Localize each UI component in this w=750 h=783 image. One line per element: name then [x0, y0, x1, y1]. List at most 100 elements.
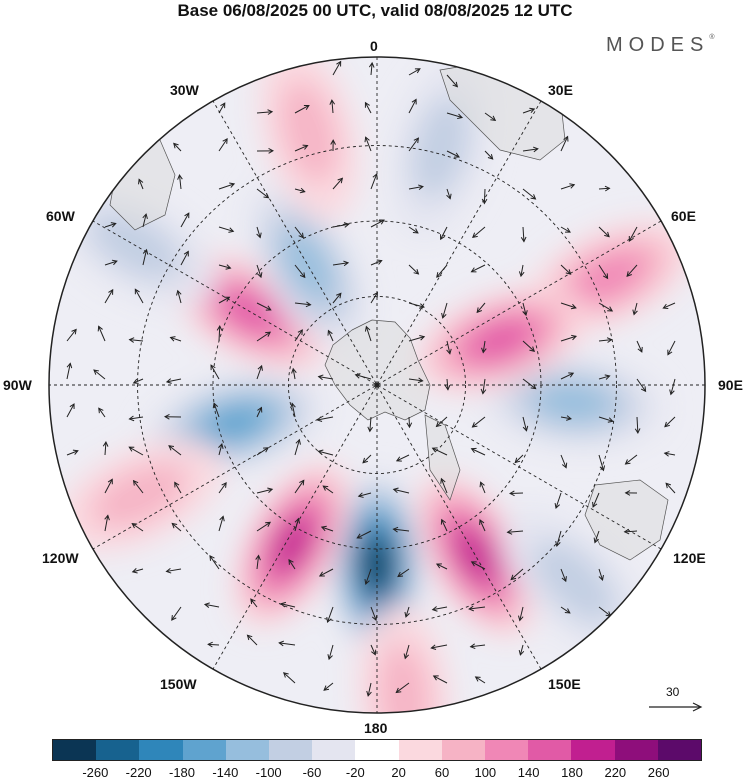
wind-arrow-99 — [667, 340, 676, 356]
wind-arrow-32 — [446, 188, 452, 200]
reference-vector-label: 30 — [666, 685, 680, 699]
wind-arrow-119 — [128, 415, 144, 422]
wind-arrow-94 — [481, 340, 487, 354]
latitude-circle-2 — [137, 145, 617, 625]
wind-arrow-43 — [332, 222, 350, 228]
wind-arrow-155 — [256, 487, 274, 494]
wind-arrow-175 — [392, 526, 410, 533]
landmass-2 — [584, 479, 669, 561]
lon-label-150e: 150E — [548, 676, 581, 692]
wind-arrow-48 — [520, 226, 527, 243]
wind-arrow-191 — [470, 561, 486, 570]
wind-arrow-143 — [395, 454, 410, 462]
reference-vector-arrow — [649, 702, 703, 712]
wind-arrow-146 — [514, 454, 524, 464]
wind-arrow-118 — [98, 407, 106, 418]
wind-arrow-91 — [364, 325, 372, 342]
wind-arrow-79 — [560, 302, 577, 310]
colorbar-tick-label: 140 — [517, 765, 540, 780]
wind-arrow-100 — [66, 362, 73, 380]
wind-arrow-62 — [470, 264, 486, 273]
wind-arrow-40 — [218, 226, 235, 233]
colorbar-tick-label: -220 — [125, 765, 152, 780]
lon-label-0: 0 — [370, 38, 378, 54]
wind-arrow-126 — [406, 416, 413, 429]
colorbar-swatch-5 — [269, 740, 313, 760]
wind-arrow-142 — [362, 454, 372, 464]
wind-arrow-187 — [318, 568, 334, 577]
wind-arrow-10 — [446, 112, 464, 120]
wind-arrow-207 — [207, 641, 220, 648]
wind-arrow-179 — [555, 530, 562, 547]
wind-arrow-125 — [367, 416, 373, 433]
landmass-4 — [424, 414, 461, 501]
wind-arrow-208 — [246, 634, 258, 646]
wind-arrow-107 — [317, 374, 334, 381]
wind-arrow-197 — [250, 598, 258, 608]
wind-arrow-108 — [354, 373, 372, 380]
colorbar-tick-label: -60 — [302, 765, 322, 780]
wind-arrow-185 — [255, 554, 261, 570]
wind-arrow-221 — [474, 676, 486, 684]
wind-arrow-120 — [163, 413, 182, 420]
wind-arrow-199 — [326, 606, 334, 624]
anomaly-blob-12-1 — [376, 642, 432, 713]
wind-arrow-114 — [598, 374, 611, 380]
wind-arrow-166 — [665, 482, 676, 494]
wind-arrow-26 — [218, 182, 236, 190]
colorbar-swatch-6 — [312, 740, 356, 760]
pole-marker — [374, 382, 380, 388]
wind-arrow-134 — [66, 449, 79, 456]
wind-arrow-70 — [218, 296, 231, 304]
wind-arrow-45 — [408, 226, 419, 234]
wind-arrow-116 — [669, 378, 676, 396]
modes-logo: MODES® — [606, 34, 715, 57]
wind-arrow-122 — [256, 406, 263, 418]
wind-arrow-51 — [628, 226, 638, 242]
wind-arrow-150 — [663, 451, 676, 457]
wind-arrow-110 — [444, 378, 451, 391]
wind-arrow-170 — [218, 515, 225, 532]
map-title: Base 06/08/2025 00 UTC, valid 08/08/2025… — [177, 1, 573, 20]
wind-arrow-135 — [102, 441, 109, 456]
wind-arrow-50 — [598, 226, 610, 238]
wind-arrow-54 — [180, 250, 189, 266]
anomaly-blob-0-6 — [363, 540, 391, 591]
lon-label-90e: 90E — [718, 377, 743, 393]
wind-arrow-139 — [256, 447, 269, 456]
wind-arrow-95 — [522, 340, 536, 352]
colorbar-swatch-11 — [528, 740, 572, 760]
colorbar-swatch-12 — [571, 740, 615, 760]
wind-arrow-66 — [626, 264, 638, 277]
lon-label-90w: 90W — [3, 377, 32, 393]
wind-arrow-37 — [104, 222, 117, 228]
wind-arrow-44 — [370, 219, 385, 228]
wind-arrow-47 — [472, 226, 486, 239]
wind-arrow-112 — [522, 378, 537, 390]
wind-arrow-158 — [357, 492, 372, 498]
wind-arrow-177 — [479, 519, 486, 532]
lon-label-30e: 30E — [548, 82, 573, 98]
wind-arrow-152 — [132, 479, 144, 494]
wind-arrow-15 — [256, 148, 275, 154]
colorbar-tick-label: 220 — [604, 765, 627, 780]
wind-arrow-204 — [517, 606, 524, 622]
lon-label-180: 180 — [364, 720, 388, 736]
wind-arrow-184 — [209, 554, 220, 570]
wind-arrow-49 — [560, 226, 571, 233]
wind-arrow-180 — [593, 530, 600, 544]
wind-arrow-167 — [104, 514, 110, 532]
wind-arrow-138 — [218, 442, 224, 456]
wind-arrow-87 — [216, 325, 223, 342]
wind-arrow-28 — [294, 187, 306, 194]
wind-arrow-3 — [446, 74, 459, 88]
wind-arrow-52 — [104, 259, 118, 266]
wind-arrow-193 — [560, 568, 567, 583]
wind-arrow-67 — [104, 288, 114, 304]
wind-arrow-61 — [436, 264, 448, 278]
wind-arrow-97 — [598, 337, 613, 343]
wind-arrow-102 — [132, 378, 144, 384]
anomaly-blob-8-2 — [281, 229, 335, 302]
wind-arrow-96 — [560, 334, 578, 342]
wind-arrow-153 — [174, 481, 182, 494]
